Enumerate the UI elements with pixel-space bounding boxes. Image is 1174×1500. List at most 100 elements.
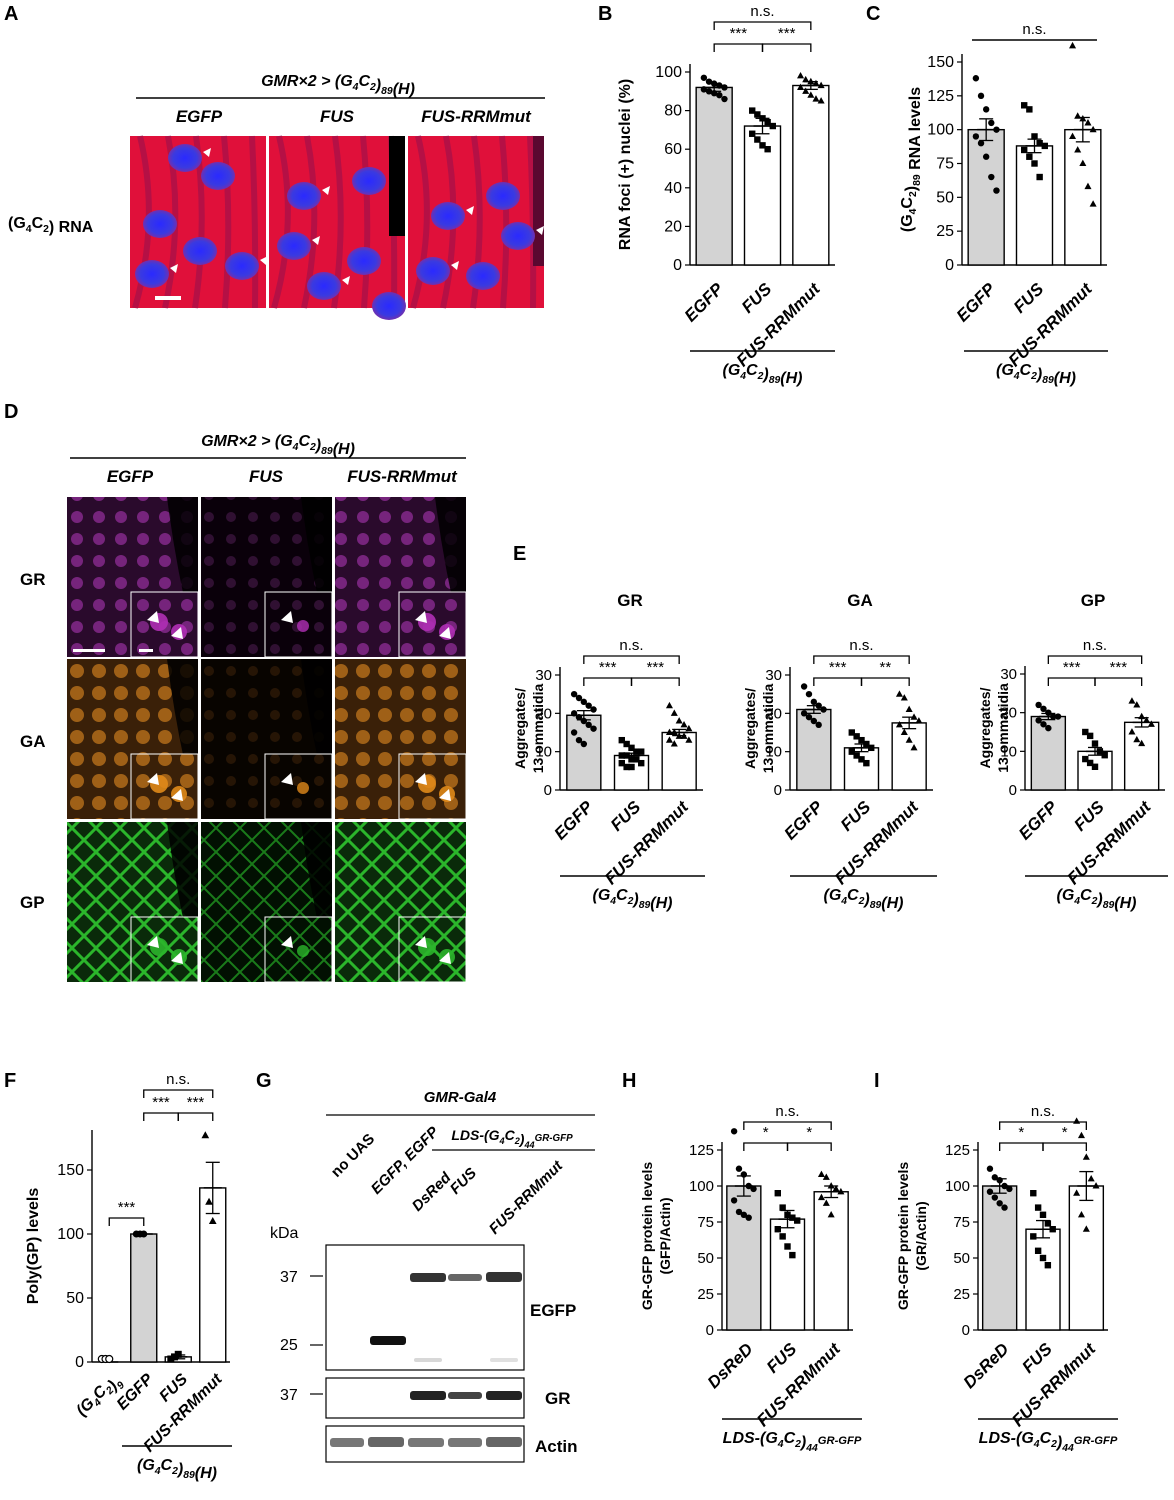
data-point <box>670 728 678 736</box>
data-point <box>900 728 908 736</box>
data-point <box>972 75 980 82</box>
x-tick-label: FUS <box>763 1339 801 1377</box>
data-point <box>1045 724 1052 732</box>
significance-label: * <box>1062 1124 1068 1141</box>
micrograph-d-gr-fus <box>201 497 333 658</box>
y-tick-label: 20 <box>535 705 552 722</box>
arrowhead-icon <box>281 936 293 948</box>
data-point <box>665 701 673 709</box>
bar <box>1064 128 1102 266</box>
significance-bracket: *** <box>1094 659 1143 686</box>
data-point <box>575 694 583 702</box>
data-point <box>665 728 673 736</box>
arrowhead-icon <box>439 789 451 801</box>
data-point <box>853 752 860 759</box>
significance-label: *** <box>599 659 617 676</box>
data-point <box>769 122 776 130</box>
y-axis-label-2: (GFP/Actin) <box>657 1198 673 1275</box>
significance-bracket: *** <box>177 1094 214 1121</box>
data-point <box>1133 735 1141 743</box>
lane-label: DsRed <box>409 1169 455 1215</box>
data-point <box>1036 173 1043 181</box>
x-tick-label: DsReD <box>704 1339 757 1392</box>
data-point <box>1034 1204 1042 1211</box>
significance-bracket: ** <box>860 659 910 686</box>
nucleus <box>431 202 465 230</box>
y-tick-label: 75 <box>936 156 954 173</box>
data-point <box>807 91 815 98</box>
panel-g-marker-25: 25 <box>280 1337 298 1354</box>
data-point <box>580 740 588 748</box>
y-tick-label: 20 <box>765 705 782 722</box>
nucleus <box>225 252 259 280</box>
data-point <box>815 702 822 709</box>
significance-label: *** <box>829 659 847 676</box>
scale-bar <box>73 649 105 652</box>
data-point <box>754 136 761 143</box>
y-tick-label: 50 <box>953 1250 970 1267</box>
data-point <box>988 119 995 127</box>
bar <box>769 1218 806 1331</box>
data-point <box>1073 1117 1081 1124</box>
y-tick-label: 25 <box>697 1286 714 1303</box>
arrowhead-icon <box>260 256 268 265</box>
significance-bracket: n.s. <box>743 1103 832 1130</box>
data-point <box>1044 1262 1052 1269</box>
panel-e-title-ga: GA <box>847 591 873 610</box>
x-tick-label: DsReD <box>960 1339 1013 1392</box>
egfp-band-37-fus <box>448 1274 482 1281</box>
y-axis-label-2: (GR/Actin) <box>913 1201 929 1270</box>
egfp-band-37-rrmmut <box>486 1272 522 1282</box>
group-label: (G4C2)89(H) <box>722 362 802 387</box>
significance-label: *** <box>152 1094 170 1111</box>
data-point <box>749 130 756 137</box>
data-point <box>848 729 855 736</box>
panel-a-genotype: GMR×2 > (G4C2)89(H) <box>261 73 415 98</box>
significance-label: n.s. <box>166 1071 190 1088</box>
data-point <box>1086 732 1094 740</box>
panel-g: GMR-Gal4 LDS-(G4C2)44GR-GFP no UASEGFP, … <box>270 1089 595 1463</box>
nucleus <box>416 257 450 285</box>
y-axis-label: RNA foci (+) nuclei (%) <box>617 79 634 250</box>
panel-e-title-gr: GR <box>617 591 643 610</box>
data-point <box>1092 1182 1100 1189</box>
group-label: LDS-(G4C2)44GR-GFP <box>979 1430 1118 1454</box>
nucleus <box>501 222 535 250</box>
data-point <box>749 107 756 114</box>
y-axis-label: Aggregates/ <box>977 687 993 768</box>
data-point <box>1133 701 1141 708</box>
data-point <box>575 736 583 744</box>
bar <box>796 708 832 791</box>
data-point <box>1073 1189 1081 1196</box>
data-point <box>820 706 827 713</box>
micrograph-a-egfp <box>130 135 268 309</box>
arrowhead-icon <box>281 773 293 785</box>
y-tick-label: 0 <box>75 1354 84 1371</box>
data-point <box>1030 1190 1037 1197</box>
data-point <box>670 740 678 747</box>
data-point <box>618 752 625 759</box>
nucleus <box>277 232 311 260</box>
y-tick-label: 80 <box>664 103 682 120</box>
group-label: (G4C2)89(H) <box>996 362 1076 387</box>
data-point <box>623 752 630 759</box>
nucleus <box>307 272 341 300</box>
nucleus <box>168 144 202 172</box>
data-point <box>1084 119 1092 126</box>
micrograph-a-fus <box>269 135 406 320</box>
data-point <box>982 106 990 113</box>
significance-label: * <box>1018 1124 1024 1141</box>
nucleus <box>135 260 169 288</box>
panel-a-condition-fus-rrmmut: FUS-RRMmut <box>421 107 532 126</box>
panel-g-marker-37b: 37 <box>280 1387 298 1404</box>
significance-bracket: *** <box>1047 659 1096 686</box>
x-tick-label: EGFP <box>780 797 827 844</box>
y-axis-label-2: 13 ommatidia <box>530 684 546 774</box>
panel-a-micrographs <box>130 135 544 320</box>
panel-letter-a: A <box>4 3 18 25</box>
significance-bracket: *** <box>583 659 633 686</box>
y-tick-label: 0 <box>945 257 954 274</box>
data-point <box>174 1350 182 1358</box>
significance-bracket: * <box>999 1124 1044 1151</box>
significance-bracket: *** <box>108 1199 145 1226</box>
